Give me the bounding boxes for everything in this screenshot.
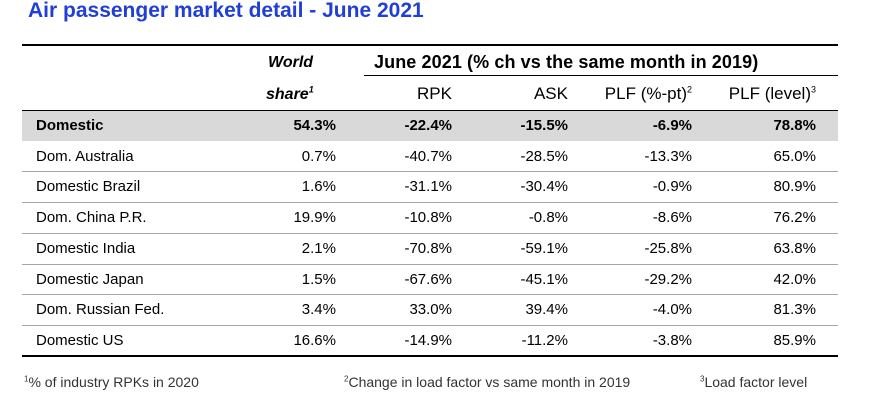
- plf-level-cell: 78.8%: [773, 117, 816, 134]
- world-share-header-line2: share1: [266, 85, 314, 105]
- world-share-footnote-mark: 1: [308, 84, 314, 95]
- region-cell: Domestic Japan: [36, 270, 144, 288]
- plf-pt-label: PLF (%-pt): [604, 84, 687, 103]
- ask-header: ASK: [533, 84, 568, 103]
- plf-level-cell: 76.2%: [773, 209, 816, 227]
- world-share-cell: 19.9%: [293, 209, 336, 227]
- rpk-cell: -67.6%: [404, 270, 452, 288]
- rpk-cell: -22.4%: [404, 117, 452, 134]
- bottom-rule: [22, 355, 838, 357]
- rpk-cell: -10.8%: [404, 209, 452, 227]
- row-separator: [22, 233, 838, 234]
- world-share-cell: 3.4%: [301, 301, 336, 319]
- plf-level-cell: 42.0%: [773, 270, 816, 288]
- ask-cell: -45.1%: [520, 270, 568, 288]
- footnote-3-text: Load factor level: [704, 374, 808, 390]
- plf-pt-cell: -4.0%: [652, 301, 692, 319]
- plf-level-cell: 80.9%: [773, 178, 816, 196]
- plf-pt-cell: -8.6%: [652, 209, 692, 227]
- page-title: Air passenger market detail - June 2021: [28, 0, 424, 22]
- rpk-cell: -40.7%: [404, 147, 452, 165]
- row-separator: [22, 294, 838, 295]
- region-cell: Domestic India: [36, 239, 136, 257]
- plf-pt-cell: -13.3%: [644, 147, 692, 165]
- ask-cell: -59.1%: [520, 239, 568, 257]
- plf-pt-cell: -25.8%: [644, 239, 692, 257]
- world-share-header-line1: World: [268, 54, 314, 71]
- rpk-cell: -14.9%: [404, 331, 452, 349]
- world-share-cell: 1.6%: [301, 178, 336, 196]
- rpk-cell: -70.8%: [404, 239, 452, 257]
- ask-cell: -15.5%: [520, 117, 568, 134]
- world-share-cell: 54.3%: [293, 117, 336, 134]
- rpk-cell: -31.1%: [404, 178, 452, 196]
- plf-level-cell: 63.8%: [773, 239, 816, 257]
- region-cell: Dom. Australia: [36, 147, 134, 165]
- footnote-3: 3Load factor level: [700, 374, 807, 390]
- plf-level-cell: 81.3%: [773, 301, 816, 319]
- plf-level-header: PLF (level)3: [700, 84, 816, 104]
- plf-pt-header: PLF (%-pt)2: [580, 84, 692, 104]
- row-separator: [22, 202, 838, 203]
- footnote-1: 1% of industry RPKs in 2020: [24, 374, 199, 390]
- world-share-label: share: [266, 86, 309, 103]
- region-cell: Dom. China P.R.: [36, 209, 147, 227]
- ask-cell: 39.4%: [525, 301, 568, 319]
- footnote-1-mark: 1: [24, 374, 29, 384]
- region-cell: Domestic US: [36, 331, 124, 349]
- group-underline: [364, 75, 838, 76]
- world-share-cell: 0.7%: [301, 147, 336, 165]
- row-separator: [22, 171, 838, 172]
- footnote-2: 2Change in load factor vs same month in …: [344, 374, 630, 390]
- ask-cell: -30.4%: [520, 178, 568, 196]
- rpk-header: RPK: [417, 84, 452, 103]
- region-cell: Domestic Brazil: [36, 178, 141, 196]
- rpk-cell: 33.0%: [409, 301, 452, 319]
- region-cell: Domestic: [36, 117, 104, 134]
- header-rule: [22, 110, 838, 111]
- period-group-header: June 2021 (% ch vs the same month in 201…: [374, 52, 759, 72]
- plf-pt-cell: -0.9%: [652, 178, 692, 196]
- plf-level-cell: 65.0%: [773, 147, 816, 165]
- plf-pt-cell: -6.9%: [652, 117, 692, 134]
- world-share-cell: 16.6%: [293, 331, 336, 349]
- plf-level-label: PLF (level): [728, 84, 811, 103]
- footnote-2-text: Change in load factor vs same month in 2…: [348, 374, 631, 390]
- region-cell: Dom. Russian Fed.: [36, 301, 165, 319]
- plf-pt-cell: -3.8%: [652, 331, 692, 349]
- footnote-2-mark: 2: [344, 374, 349, 384]
- top-rule: [22, 44, 838, 46]
- plf-pt-footnote-mark: 2: [686, 84, 692, 95]
- footnote-1-text: % of industry RPKs in 2020: [28, 374, 199, 390]
- ask-cell: -28.5%: [520, 147, 568, 165]
- row-separator: [22, 325, 838, 326]
- ask-cell: -11.2%: [521, 331, 568, 349]
- ask-cell: -0.8%: [528, 209, 568, 227]
- plf-pt-cell: -29.2%: [644, 270, 692, 288]
- row-separator: [22, 264, 838, 265]
- plf-level-footnote-mark: 3: [810, 84, 816, 95]
- world-share-cell: 1.5%: [301, 270, 336, 288]
- world-share-cell: 2.1%: [301, 239, 336, 257]
- total-row-highlight: [22, 111, 838, 141]
- footnote-3-mark: 3: [700, 374, 705, 384]
- plf-level-cell: 85.9%: [773, 331, 816, 349]
